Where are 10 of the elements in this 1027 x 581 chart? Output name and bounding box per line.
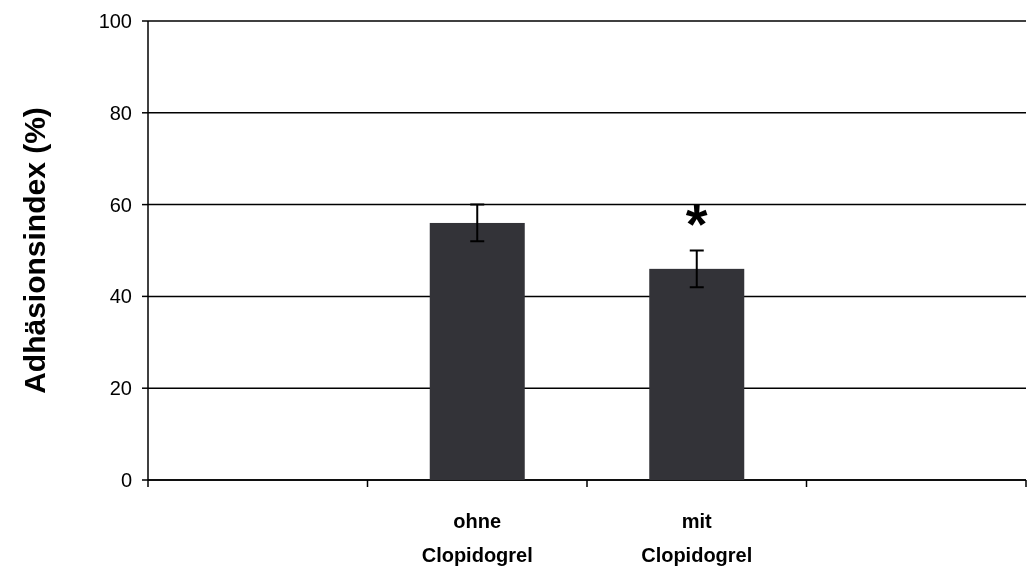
y-tick-label: 100: [98, 10, 132, 32]
y-tick-label: 80: [109, 101, 132, 124]
y-axis-title: Adhäsionsindex (%): [18, 107, 51, 394]
x-tick-label: ohne Clopidogrel: [421, 510, 533, 566]
y-tick-label: 0: [120, 469, 132, 491]
y-tick-label: 40: [109, 285, 132, 308]
x-tick-label: mit Clopidogrel: [641, 510, 753, 566]
y-tick-label: 20: [109, 377, 132, 400]
annotation: *: [685, 191, 708, 255]
y-tick-label: 60: [109, 193, 132, 216]
